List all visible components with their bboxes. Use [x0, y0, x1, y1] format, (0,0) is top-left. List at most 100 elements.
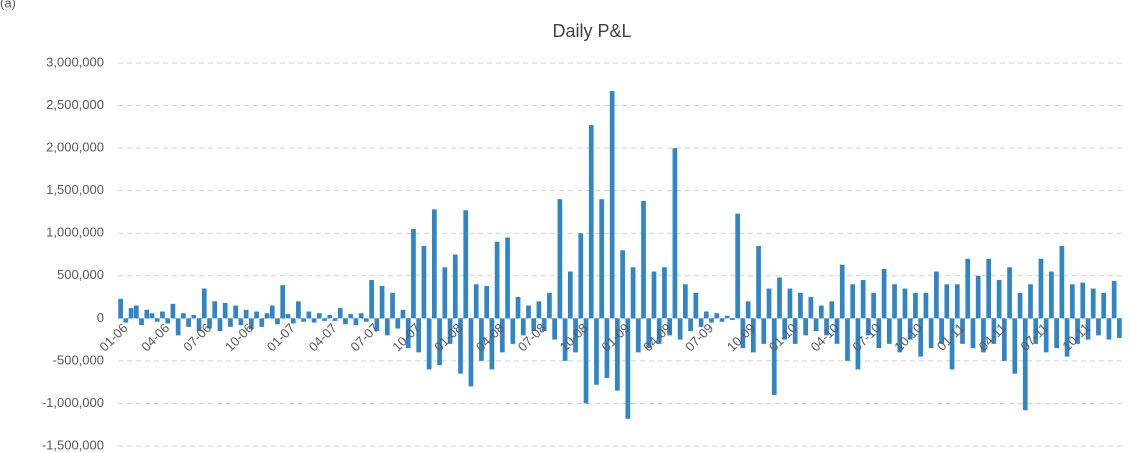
bar [923, 292, 929, 319]
bar [871, 292, 876, 319]
bar [510, 318, 516, 344]
bar [201, 288, 207, 319]
bar [426, 318, 432, 370]
bar [667, 318, 673, 336]
bar [1101, 292, 1107, 319]
bar [458, 318, 463, 374]
bar [860, 280, 866, 319]
bar [677, 318, 683, 340]
bar [756, 245, 761, 319]
bar [463, 210, 469, 319]
bar [400, 309, 406, 319]
bar [672, 148, 678, 319]
bar [280, 285, 286, 319]
bar [651, 271, 657, 319]
bar [714, 313, 720, 319]
bar [123, 318, 129, 323]
bar [850, 284, 856, 319]
bar [562, 318, 568, 361]
panel-label: (a) [0, 0, 16, 10]
bar [740, 318, 746, 349]
bar [730, 318, 735, 321]
y-tick-label: 2,000,000 [46, 140, 104, 155]
y-tick-label: 1,500,000 [46, 182, 104, 197]
bar [954, 284, 960, 319]
y-tick-label: -1,500,000 [42, 437, 104, 452]
bar [384, 318, 390, 336]
bar [724, 315, 730, 319]
bar [447, 318, 453, 344]
bar [1038, 258, 1044, 319]
bar [322, 318, 327, 321]
bar [437, 318, 442, 366]
bar [1069, 284, 1075, 319]
bar [311, 318, 317, 323]
bar [803, 318, 808, 336]
x-tick-label: 07-09 [682, 320, 716, 354]
bar [212, 301, 218, 319]
bar [1090, 288, 1096, 319]
bar [594, 318, 599, 385]
bar [526, 305, 531, 319]
bar [421, 245, 427, 319]
bar [1054, 318, 1059, 349]
bar [353, 318, 359, 326]
bar [536, 301, 542, 319]
bar [991, 318, 997, 344]
bar [343, 318, 348, 325]
bar [662, 267, 667, 319]
bar [1033, 318, 1039, 344]
bar [808, 297, 814, 319]
bar [913, 292, 918, 319]
bar [709, 318, 714, 323]
x-tick-label: 04-07 [306, 320, 340, 354]
bar [949, 318, 955, 370]
bar [432, 209, 437, 319]
bar [515, 297, 521, 319]
bar [939, 318, 944, 344]
bar [824, 318, 829, 336]
bar [604, 318, 610, 378]
bar [228, 318, 233, 327]
bar [301, 318, 306, 322]
bar [845, 318, 850, 361]
bar [683, 284, 688, 319]
bar [416, 318, 422, 353]
bar [468, 318, 474, 387]
bar [599, 199, 605, 319]
bar [175, 318, 181, 336]
x-tick-label: 04-06 [138, 320, 172, 354]
bar [981, 318, 986, 353]
bar [275, 318, 280, 325]
bar [499, 318, 505, 353]
y-tick-label: 1,000,000 [46, 225, 104, 240]
bar [876, 318, 882, 349]
bar [996, 280, 1002, 319]
bar [944, 284, 950, 319]
bar [703, 311, 709, 319]
bar [259, 318, 265, 327]
bar [332, 318, 338, 321]
x-tick-label: 01-06 [96, 320, 130, 354]
y-tick-label: 0 [97, 310, 104, 325]
bar [615, 318, 620, 391]
bar [358, 313, 364, 319]
bar [1001, 318, 1007, 361]
bar [405, 318, 411, 349]
bar [1012, 318, 1018, 374]
bar [254, 311, 259, 319]
bar [316, 313, 322, 319]
bar [196, 318, 202, 332]
bar [390, 292, 395, 319]
bar [897, 318, 903, 353]
bar [761, 318, 767, 344]
bar [829, 301, 835, 319]
bar [588, 125, 594, 319]
bar [505, 237, 510, 319]
y-tick-label: 500,000 [57, 267, 104, 282]
y-tick-label: 2,500,000 [46, 97, 104, 112]
bar [144, 309, 150, 319]
bar [139, 318, 144, 326]
bar [656, 318, 662, 344]
